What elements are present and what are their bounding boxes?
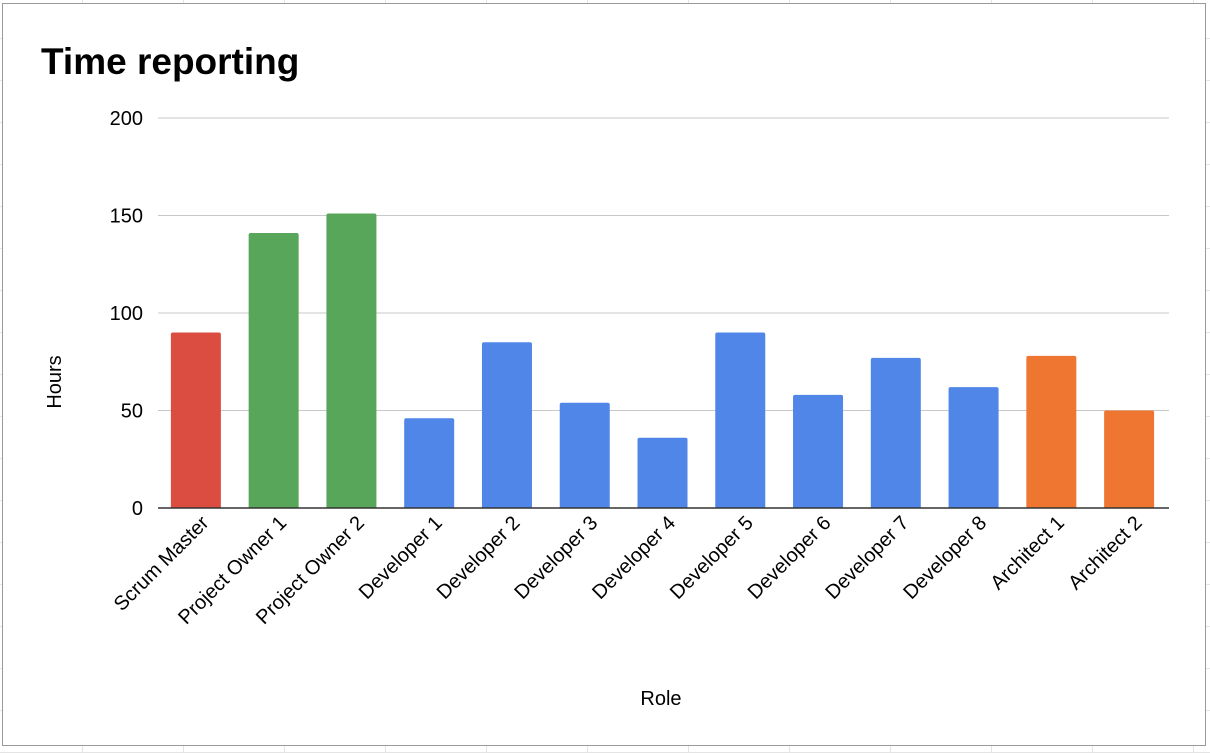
x-tick-label: Developer 6 <box>744 512 836 604</box>
y-tick-label: 100 <box>110 303 143 325</box>
y-tick-label: 50 <box>121 401 143 423</box>
gridlines <box>158 117 1169 411</box>
y-axis-ticks: 0 50 100 150 200 <box>110 108 143 520</box>
bar-developer-2 <box>481 342 532 508</box>
x-tick-label: Developer 4 <box>588 512 680 604</box>
x-tick-label: Architect 1 <box>987 512 1069 594</box>
y-tick-label: 0 <box>132 498 143 520</box>
y-tick-label: 200 <box>110 108 143 130</box>
x-tick-label: Developer 3 <box>510 512 602 604</box>
bar-developer-7 <box>870 357 921 508</box>
x-axis-label: Role <box>640 688 681 710</box>
bar-developer-8 <box>948 387 999 508</box>
bar-architect-1 <box>1026 355 1077 508</box>
x-tick-label: Developer 5 <box>666 512 758 604</box>
bars <box>170 213 1155 509</box>
bar-chart: Time reporting 0 50 100 150 200 Scrum Master… <box>41 41 1169 710</box>
x-tick-label: Architect 2 <box>1064 512 1146 594</box>
y-tick-label: 150 <box>110 206 143 228</box>
x-tick-label: Developer 2 <box>433 512 525 604</box>
y-axis-label: Hours <box>44 355 66 408</box>
x-tick-label: Developer 8 <box>899 512 991 604</box>
bar-project-owner-2 <box>326 213 377 509</box>
bar-project-owner-1 <box>248 233 299 509</box>
bar-scrum-master <box>170 332 221 508</box>
bar-developer-6 <box>793 394 844 508</box>
bar-developer-5 <box>715 332 766 508</box>
bar-developer-3 <box>559 402 610 508</box>
bar-developer-4 <box>637 437 688 508</box>
bar-architect-2 <box>1104 410 1155 508</box>
chart-container[interactable]: Time reporting 0 50 100 150 200 Scrum Master… <box>2 3 1206 746</box>
x-tick-label: Developer 7 <box>822 512 914 604</box>
chart-title: Time reporting <box>41 41 299 82</box>
bar-developer-1 <box>404 418 455 508</box>
x-tick-label: Developer 1 <box>355 512 447 604</box>
